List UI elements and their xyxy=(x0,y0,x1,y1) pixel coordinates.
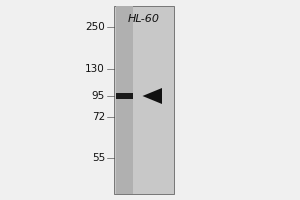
Text: 72: 72 xyxy=(92,112,105,122)
Text: 250: 250 xyxy=(85,22,105,32)
Bar xyxy=(114,6,174,194)
Text: 130: 130 xyxy=(85,64,105,74)
Text: 95: 95 xyxy=(92,91,105,101)
Text: HL-60: HL-60 xyxy=(128,14,160,24)
Bar xyxy=(116,93,133,99)
Polygon shape xyxy=(142,88,162,104)
Bar xyxy=(116,6,133,194)
Text: 55: 55 xyxy=(92,153,105,163)
